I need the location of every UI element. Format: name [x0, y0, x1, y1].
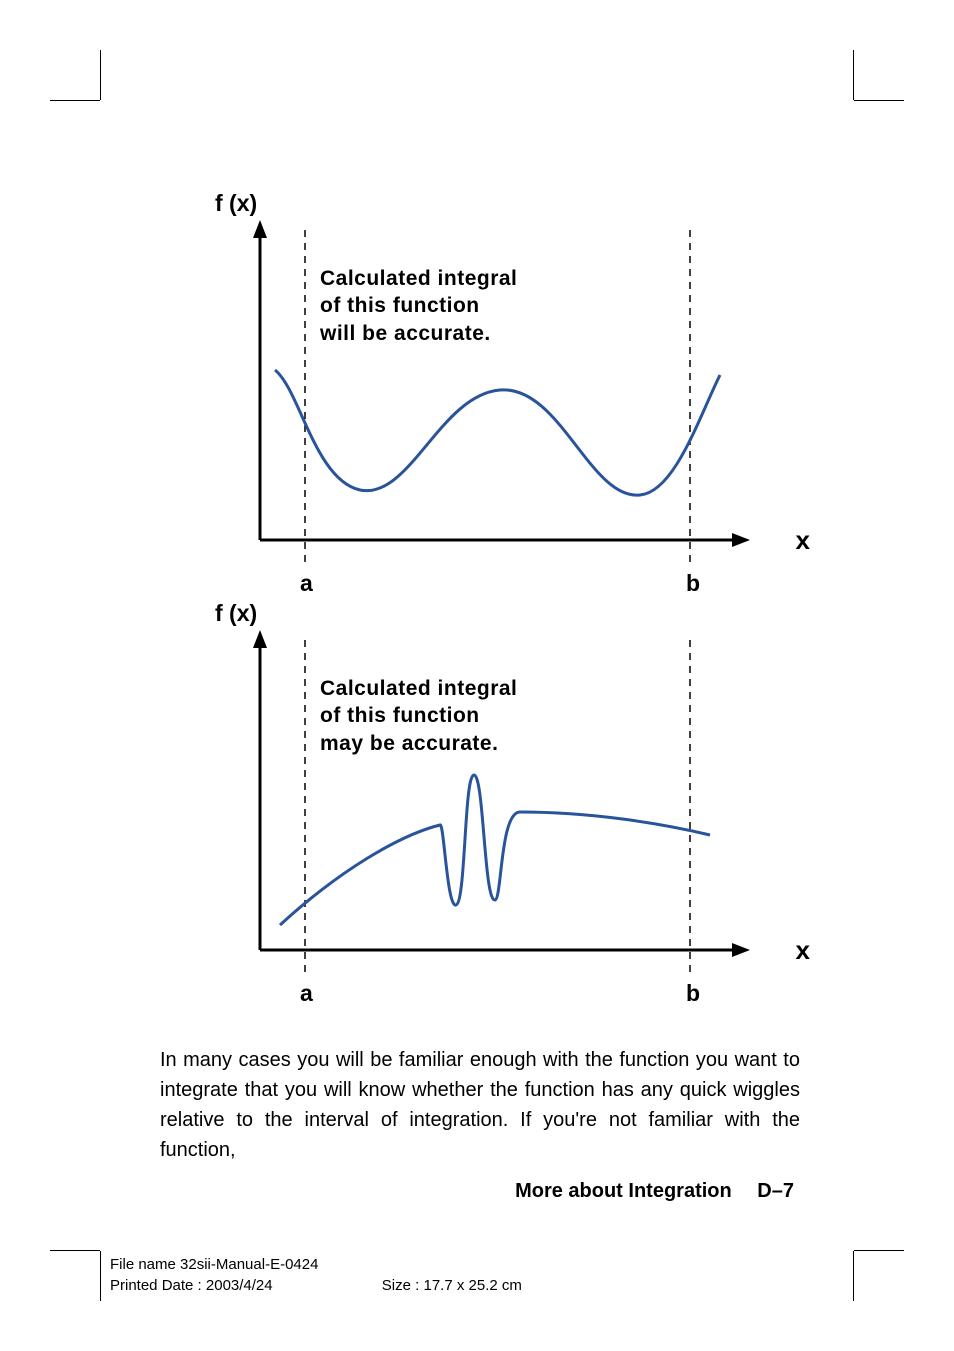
y-axis-label: f (x): [215, 190, 257, 217]
printed-date: Printed Date : 2003/4/24: [110, 1277, 273, 1294]
chart-caption: Calculated integral of this function may…: [320, 675, 517, 757]
caption-line: Calculated integral: [320, 267, 517, 290]
caption-line: Calculated integral: [320, 677, 517, 700]
page-size: Size : 17.7 x 25.2 cm: [382, 1277, 522, 1294]
chart-svg: [220, 190, 780, 590]
page-number: D–7: [757, 1180, 794, 1202]
chart-caption: Calculated integral of this function wil…: [320, 265, 517, 347]
a-label: a: [300, 570, 313, 597]
crop-mark: [100, 1251, 101, 1301]
a-label: a: [300, 980, 313, 1007]
chart-svg: [220, 600, 780, 1000]
crop-mark: [100, 50, 101, 100]
chart-accurate: f (x) x a b Calculated integral of this …: [220, 190, 780, 590]
caption-line: will be accurate.: [320, 322, 491, 345]
crop-mark: [854, 1250, 904, 1251]
chart-may-be-accurate: f (x) x a b Calculated integral of this …: [220, 600, 780, 1000]
caption-line: of this function: [320, 294, 480, 317]
crop-mark: [853, 1251, 854, 1301]
crop-mark: [50, 1250, 100, 1251]
b-label: b: [686, 980, 700, 1007]
x-axis-label: x: [796, 935, 810, 966]
file-info: File name 32sii-Manual-E-0424 Printed Da…: [110, 1254, 522, 1296]
b-label: b: [686, 570, 700, 597]
caption-line: may be accurate.: [320, 732, 498, 755]
x-axis-label: x: [796, 525, 810, 556]
body-paragraph: In many cases you will be familiar enoug…: [160, 1045, 800, 1165]
crop-mark: [50, 100, 100, 101]
crop-mark: [854, 100, 904, 101]
file-date-size: Printed Date : 2003/4/24 Size : 17.7 x 2…: [110, 1275, 522, 1296]
caption-line: of this function: [320, 704, 480, 727]
file-name: File name 32sii-Manual-E-0424: [110, 1254, 522, 1275]
y-axis-label: f (x): [215, 600, 257, 627]
page-footer: More about Integration D–7: [515, 1180, 794, 1203]
crop-mark: [853, 50, 854, 100]
footer-title: More about Integration: [515, 1180, 732, 1202]
